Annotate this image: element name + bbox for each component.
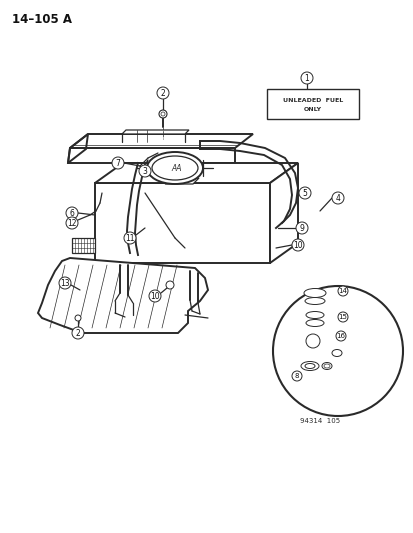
Ellipse shape bbox=[300, 361, 318, 370]
Circle shape bbox=[157, 87, 169, 99]
Circle shape bbox=[139, 165, 151, 177]
Ellipse shape bbox=[331, 350, 341, 357]
Circle shape bbox=[337, 312, 347, 322]
Circle shape bbox=[272, 286, 402, 416]
Text: 13: 13 bbox=[60, 279, 70, 287]
Ellipse shape bbox=[147, 152, 202, 184]
Circle shape bbox=[159, 110, 166, 118]
Text: 15: 15 bbox=[338, 314, 347, 320]
Text: 6: 6 bbox=[69, 208, 74, 217]
Circle shape bbox=[337, 286, 347, 296]
Text: 16: 16 bbox=[336, 333, 345, 339]
Polygon shape bbox=[95, 163, 297, 183]
Text: 14–105 A: 14–105 A bbox=[12, 13, 72, 26]
Polygon shape bbox=[122, 130, 189, 134]
Circle shape bbox=[335, 331, 345, 341]
Text: 1: 1 bbox=[304, 74, 309, 83]
Text: 12: 12 bbox=[67, 219, 76, 228]
Text: 2: 2 bbox=[76, 328, 80, 337]
Circle shape bbox=[305, 334, 319, 348]
Circle shape bbox=[66, 217, 78, 229]
Circle shape bbox=[298, 187, 310, 199]
Circle shape bbox=[291, 239, 303, 251]
Text: 10: 10 bbox=[292, 240, 302, 249]
Ellipse shape bbox=[305, 319, 323, 327]
Text: 14: 14 bbox=[338, 288, 347, 294]
Text: 11: 11 bbox=[125, 233, 134, 243]
Ellipse shape bbox=[321, 362, 331, 369]
Circle shape bbox=[66, 207, 78, 219]
Circle shape bbox=[295, 222, 307, 234]
Text: UNLEADED  FUEL: UNLEADED FUEL bbox=[282, 98, 342, 102]
Ellipse shape bbox=[304, 297, 324, 304]
Text: 10: 10 bbox=[150, 292, 159, 301]
Circle shape bbox=[75, 315, 81, 321]
Circle shape bbox=[291, 371, 301, 381]
Polygon shape bbox=[72, 238, 95, 253]
Text: 4: 4 bbox=[335, 193, 339, 203]
Text: 8: 8 bbox=[294, 373, 299, 379]
Circle shape bbox=[300, 72, 312, 84]
Text: 2: 2 bbox=[160, 88, 165, 98]
Polygon shape bbox=[38, 258, 207, 333]
Text: 94314  105: 94314 105 bbox=[299, 418, 339, 424]
Ellipse shape bbox=[303, 288, 325, 297]
Text: 5: 5 bbox=[302, 189, 307, 198]
Circle shape bbox=[72, 327, 84, 339]
FancyBboxPatch shape bbox=[266, 89, 358, 119]
Polygon shape bbox=[269, 163, 297, 263]
Polygon shape bbox=[95, 183, 269, 263]
Circle shape bbox=[149, 290, 161, 302]
Circle shape bbox=[112, 157, 124, 169]
Polygon shape bbox=[165, 178, 199, 184]
Text: 9: 9 bbox=[299, 223, 304, 232]
Circle shape bbox=[59, 277, 71, 289]
Circle shape bbox=[124, 232, 136, 244]
Text: 7: 7 bbox=[115, 158, 120, 167]
Text: ONLY: ONLY bbox=[303, 107, 321, 111]
Ellipse shape bbox=[305, 311, 323, 319]
Circle shape bbox=[331, 192, 343, 204]
Text: 3: 3 bbox=[142, 166, 147, 175]
Ellipse shape bbox=[304, 364, 314, 368]
Circle shape bbox=[166, 281, 173, 289]
Text: AA: AA bbox=[171, 164, 182, 173]
